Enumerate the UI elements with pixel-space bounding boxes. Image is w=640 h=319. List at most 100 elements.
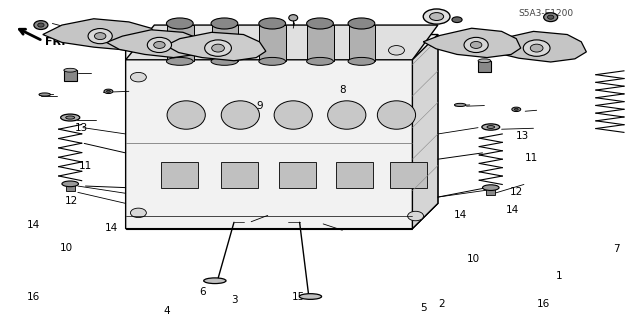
Ellipse shape (478, 59, 491, 63)
Text: 11: 11 (79, 161, 92, 171)
Text: 15: 15 (291, 293, 305, 302)
Text: 5: 5 (420, 303, 428, 313)
Polygon shape (125, 25, 438, 60)
Ellipse shape (408, 211, 424, 221)
Ellipse shape (464, 37, 488, 53)
Bar (278, 162, 316, 188)
Ellipse shape (147, 37, 172, 53)
Polygon shape (412, 34, 438, 229)
Ellipse shape (104, 89, 113, 93)
Text: 14: 14 (506, 205, 519, 215)
Ellipse shape (429, 12, 444, 20)
Text: 11: 11 (525, 152, 538, 163)
Text: 3: 3 (231, 295, 237, 305)
Ellipse shape (204, 278, 226, 284)
Ellipse shape (483, 185, 499, 190)
Ellipse shape (205, 40, 232, 56)
Bar (307, 25, 334, 61)
Text: 8: 8 (339, 85, 346, 95)
Polygon shape (166, 32, 266, 61)
Ellipse shape (423, 9, 450, 24)
Text: 16: 16 (537, 300, 550, 309)
Bar (349, 25, 376, 61)
Ellipse shape (34, 21, 48, 29)
Text: 14: 14 (27, 220, 40, 230)
Text: 14: 14 (454, 211, 467, 220)
Ellipse shape (95, 33, 106, 40)
Text: 9: 9 (256, 100, 263, 111)
Ellipse shape (470, 41, 482, 48)
Text: 2: 2 (438, 300, 445, 309)
Bar (259, 25, 286, 61)
Ellipse shape (259, 18, 285, 29)
Text: 7: 7 (613, 244, 620, 254)
Ellipse shape (212, 44, 225, 52)
Ellipse shape (274, 101, 312, 129)
Ellipse shape (547, 15, 554, 19)
Ellipse shape (62, 181, 79, 187)
Bar (66, 184, 75, 191)
Ellipse shape (131, 72, 147, 82)
Ellipse shape (482, 124, 500, 130)
Ellipse shape (378, 101, 415, 129)
Ellipse shape (512, 107, 521, 112)
Bar (212, 25, 239, 61)
Polygon shape (483, 31, 586, 62)
Text: 12: 12 (65, 196, 78, 206)
Ellipse shape (39, 93, 51, 96)
Text: 4: 4 (164, 306, 170, 316)
Ellipse shape (388, 46, 404, 55)
Ellipse shape (166, 18, 193, 29)
Text: 10: 10 (467, 254, 480, 263)
Ellipse shape (131, 208, 147, 218)
Ellipse shape (452, 17, 462, 23)
Ellipse shape (211, 57, 238, 65)
Text: FR.: FR. (45, 37, 65, 48)
Bar (64, 70, 77, 81)
Ellipse shape (167, 101, 205, 129)
Text: 12: 12 (510, 187, 523, 197)
Ellipse shape (307, 57, 333, 65)
Ellipse shape (328, 101, 366, 129)
Bar (167, 25, 194, 61)
Bar (161, 162, 198, 188)
Ellipse shape (259, 57, 285, 65)
Ellipse shape (307, 18, 333, 29)
Ellipse shape (106, 90, 110, 92)
Ellipse shape (515, 108, 518, 110)
Bar (336, 162, 373, 188)
Ellipse shape (38, 23, 44, 27)
Ellipse shape (348, 18, 375, 29)
Bar (486, 188, 495, 195)
Text: S5A3-E1200: S5A3-E1200 (518, 9, 574, 18)
Text: 6: 6 (199, 287, 205, 297)
Ellipse shape (64, 68, 77, 72)
Text: 13: 13 (75, 123, 88, 133)
Ellipse shape (300, 294, 321, 299)
Ellipse shape (211, 18, 238, 29)
Text: 10: 10 (60, 243, 73, 253)
Ellipse shape (543, 13, 557, 22)
Text: 1: 1 (556, 271, 563, 281)
Bar (478, 61, 491, 72)
Polygon shape (125, 34, 438, 229)
Polygon shape (106, 30, 205, 57)
Ellipse shape (487, 126, 495, 129)
Ellipse shape (454, 103, 466, 107)
Ellipse shape (154, 41, 165, 48)
Polygon shape (43, 19, 161, 50)
Ellipse shape (348, 57, 375, 65)
Ellipse shape (66, 116, 75, 119)
Ellipse shape (61, 114, 80, 121)
Ellipse shape (221, 101, 259, 129)
Text: 16: 16 (27, 292, 40, 301)
Text: 13: 13 (516, 131, 529, 142)
Bar (221, 162, 258, 188)
Ellipse shape (289, 15, 298, 21)
Ellipse shape (166, 57, 193, 65)
Ellipse shape (531, 44, 543, 52)
Text: 14: 14 (105, 223, 118, 233)
Polygon shape (423, 28, 521, 57)
Ellipse shape (88, 28, 112, 44)
Ellipse shape (524, 40, 550, 56)
